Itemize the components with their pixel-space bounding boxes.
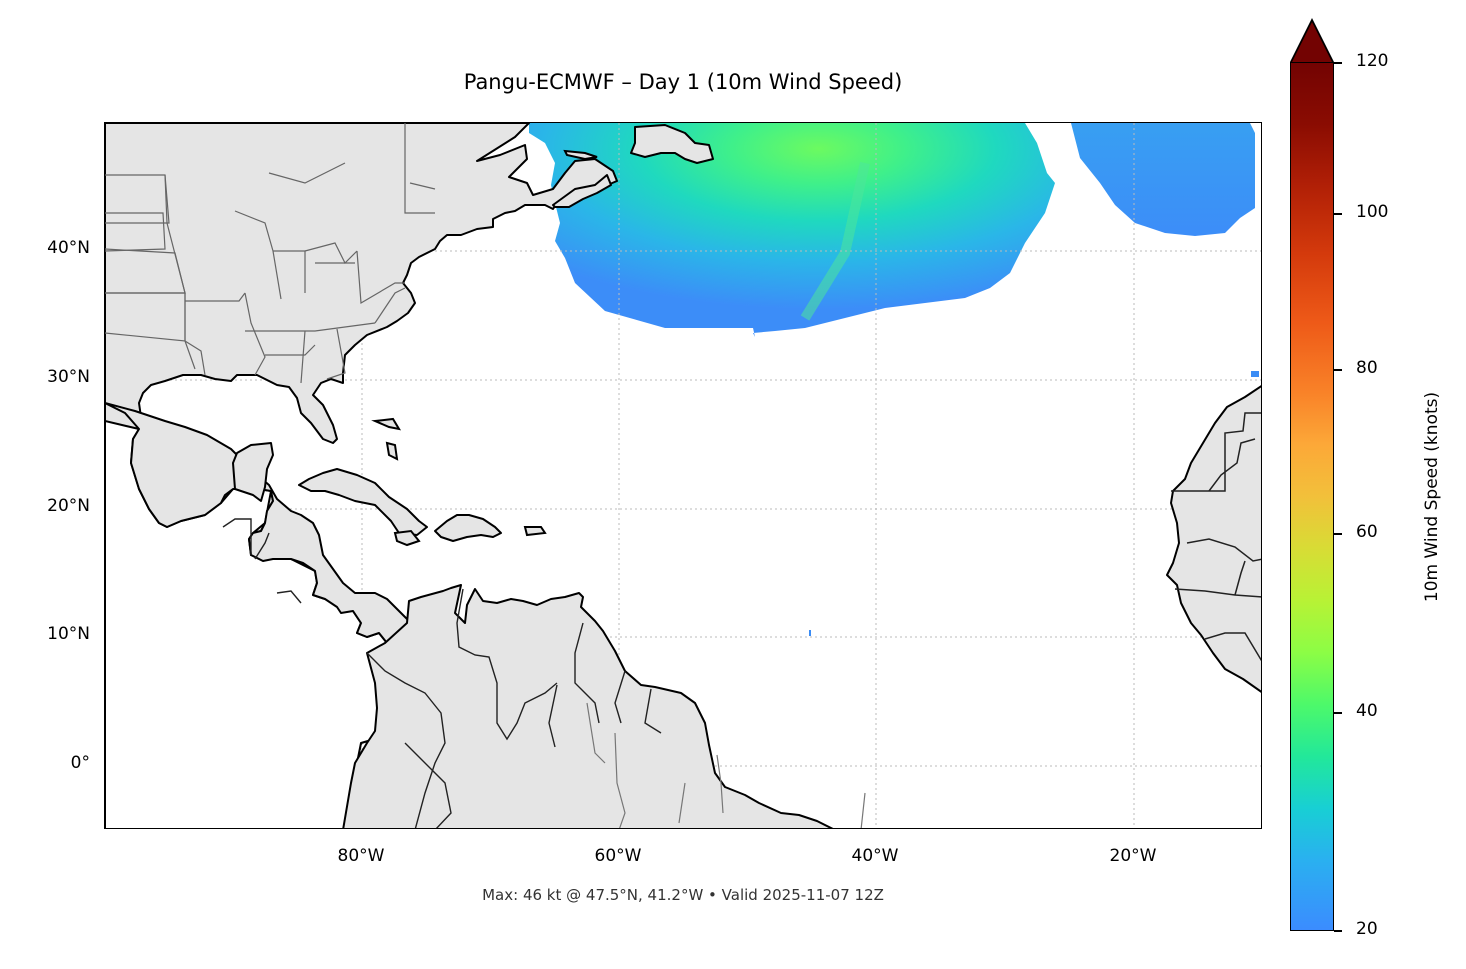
colorbar-tick (1334, 213, 1342, 215)
lon-tick-80w: 80°W (337, 846, 385, 866)
map-plot-area (104, 122, 1262, 829)
colorbar-extend-arrow-fill (1292, 22, 1332, 62)
land-hispaniola (434, 514, 502, 542)
lon-tick-60w: 60°W (594, 846, 642, 866)
colorbar-label-100: 100 (1356, 202, 1389, 222)
colorbar-label-40: 40 (1356, 701, 1378, 721)
colorbar-tick (1334, 369, 1342, 371)
map-canvas (105, 123, 1261, 828)
land-puerto-rico (523, 526, 547, 537)
wind-field-east-atlantic (1071, 123, 1255, 236)
land-south-america (342, 584, 834, 828)
land-jamaica (393, 529, 421, 547)
max-wind-footnote: Max: 46 kt @ 47.5°N, 41.2°W • Valid 2025… (482, 886, 884, 904)
land-newfoundland (630, 124, 714, 164)
lon-tick-20w: 20°W (1109, 846, 1157, 866)
state-borders (105, 123, 436, 384)
colorbar-tick (1334, 712, 1342, 714)
land-bahamas (371, 417, 402, 461)
africa-borders (1171, 412, 1261, 662)
colorbar-label-80: 80 (1356, 358, 1378, 378)
colorbar-tick (1334, 533, 1342, 535)
colorbar-label-60: 60 (1356, 522, 1378, 542)
land-nova-scotia (552, 174, 612, 208)
lat-tick-20n: 20°N (47, 496, 90, 516)
lat-tick-0: 0° (70, 753, 90, 773)
country-borders (222, 518, 662, 828)
wind-field-north-atlantic (529, 123, 1055, 337)
land-cuba (298, 468, 428, 536)
land-central-america (105, 402, 416, 654)
chart-title: Pangu-ECMWF – Day 1 (10m Wind Speed) (463, 70, 903, 94)
colorbar-label-20: 20 (1356, 919, 1378, 939)
lat-tick-10n: 10°N (47, 624, 90, 644)
colorbar (1290, 62, 1334, 931)
lat-tick-30n: 30°N (47, 367, 90, 387)
colorbar-title: 10m Wind Speed (knots) (1422, 391, 1442, 603)
colorbar-tick (1334, 930, 1342, 932)
lon-tick-40w: 40°W (851, 846, 899, 866)
land-africa (1166, 385, 1261, 693)
colorbar-label-120: 120 (1356, 51, 1389, 71)
colorbar-tick (1334, 62, 1342, 64)
lat-tick-40n: 40°N (47, 238, 90, 258)
gridlines (105, 123, 1261, 828)
